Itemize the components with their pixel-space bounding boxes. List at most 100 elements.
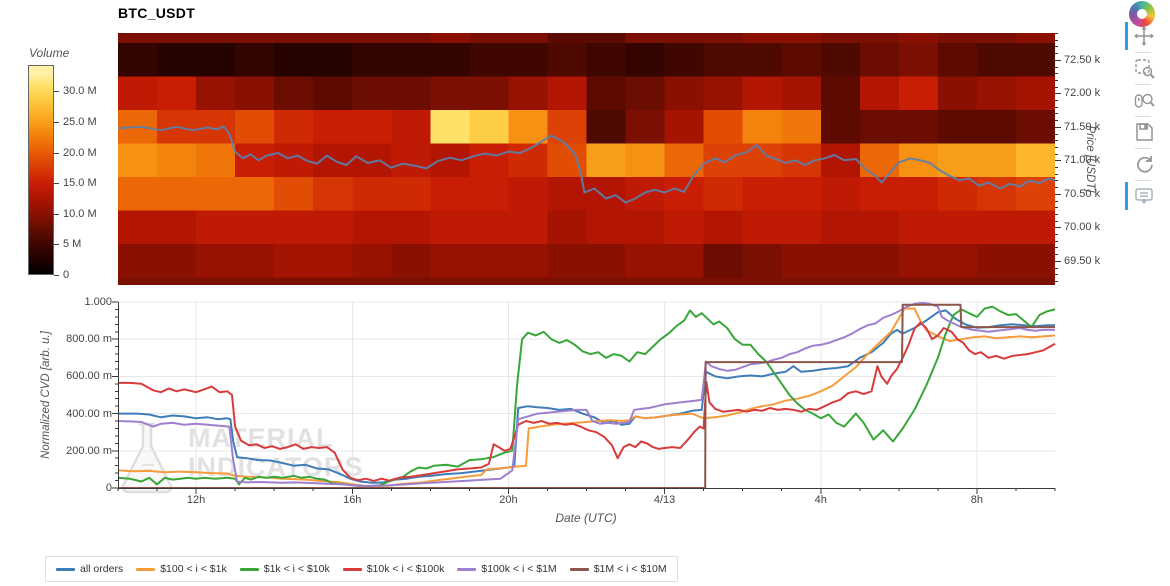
series-line-all-orders (118, 309, 1055, 484)
heatmap-cell (196, 143, 236, 178)
heatmap-cell (196, 43, 236, 77)
reset-icon (1137, 156, 1153, 173)
toolbar-separator (1135, 180, 1151, 181)
heatmap-cell (742, 76, 783, 111)
heatmap-cell (235, 143, 275, 178)
cvd-canvas[interactable] (112, 301, 1056, 494)
heatmap-cell (391, 177, 431, 212)
heatmap-cell (469, 110, 510, 144)
heatmap-cell (274, 277, 314, 286)
bokeh-logo[interactable] (1129, 1, 1155, 27)
heatmap-cell (118, 244, 158, 279)
active-tool-indicator (1125, 182, 1128, 210)
heatmap-cell (508, 244, 549, 279)
heatmap-cell (859, 33, 900, 44)
heatmap-cell (820, 143, 861, 178)
colorbar-tick-label: 0 (63, 269, 70, 281)
colorbar-tick (54, 183, 59, 185)
colorbar-tick-label: 15.0 M (63, 177, 97, 190)
cvd-line-chart[interactable] (112, 301, 1056, 494)
price-major-tick (1055, 126, 1061, 128)
pan-tool-button[interactable] (1125, 22, 1155, 50)
colorbar-tick-label: 5 M (63, 238, 82, 251)
heatmap-cell (820, 43, 861, 77)
heatmap-cell (703, 277, 744, 286)
colorbar-ticks: 30.0 M 25.0 M 20.0 M 15.0 M 10.0 M 5 M 0 (54, 65, 114, 281)
heatmap-cell (118, 143, 158, 178)
heatmap-cell (937, 277, 978, 286)
heatmap-cell (859, 76, 900, 111)
price-axis: 72.50 k 72.00 k 71.50 k 71.00 k 70.50 k 70.00… (1055, 33, 1170, 285)
legend-swatch (56, 567, 75, 571)
volume-price-heatmap[interactable] (117, 33, 1056, 286)
heatmap-cell (508, 177, 549, 212)
heatmap-cell (235, 177, 275, 212)
heatmap-cell (703, 110, 744, 144)
heatmap-cell (313, 43, 353, 77)
price-minor-tick (1055, 79, 1058, 81)
heatmap-cell (1015, 143, 1056, 178)
heatmap-cell (781, 110, 822, 144)
reset-tool-button[interactable] (1133, 153, 1155, 175)
cvd-ytick-label: 800.00 m (66, 333, 112, 346)
heatmap-cell (703, 177, 744, 212)
heatmap-cell (391, 76, 431, 111)
colorbar-tick (54, 91, 59, 93)
heatmap-canvas[interactable] (117, 33, 1056, 286)
price-major-tick (1055, 260, 1061, 262)
price-minor-tick (1055, 86, 1058, 88)
cvd-xtick-label: 4h (814, 494, 827, 506)
heatmap-cell (1015, 76, 1056, 111)
heatmap-cell (625, 33, 666, 44)
heatmap-cell (586, 244, 627, 279)
box-zoom-icon (1135, 59, 1155, 79)
heatmap-cell (1015, 210, 1056, 245)
heatmap-cell (352, 210, 392, 245)
heatmap-cell (235, 277, 275, 286)
heatmap-cell (118, 177, 158, 212)
heatmap-cell (430, 244, 470, 279)
heatmap-cell (274, 110, 314, 144)
wheel-zoom-tool-button[interactable] (1133, 89, 1155, 111)
save-tool-button[interactable] (1133, 121, 1155, 143)
heatmap-cell (118, 76, 158, 111)
heatmap-cell (508, 33, 549, 44)
heatmap-cell (586, 143, 627, 178)
price-minor-tick (1055, 100, 1058, 102)
heatmap-cell (664, 244, 705, 279)
colorbar-tick (54, 121, 59, 123)
heatmap-cell (1015, 110, 1056, 144)
box-zoom-tool-button[interactable] (1133, 57, 1155, 79)
heatmap-cell (430, 277, 470, 286)
hover-tool-button[interactable] (1125, 182, 1155, 210)
heatmap-cell (430, 177, 470, 212)
heatmap-cell (586, 210, 627, 245)
legend-swatch (457, 567, 477, 571)
heatmap-cell (391, 33, 431, 44)
heatmap-cell (586, 177, 627, 212)
heatmap-cell (742, 244, 783, 279)
heatmap-cell (274, 43, 314, 77)
heatmap-cell (976, 177, 1017, 212)
cvd-ytick-label: 400.00 m (66, 407, 112, 420)
price-minor-tick (1055, 120, 1058, 122)
heatmap-cell (781, 177, 822, 212)
heatmap-cell (898, 76, 939, 111)
heatmap-cell (508, 277, 549, 286)
heatmap-cell (976, 110, 1017, 144)
heatmap-cell (235, 43, 275, 77)
heatmap-cell (469, 33, 510, 44)
colorbar-tick (54, 152, 59, 154)
price-minor-tick (1055, 187, 1058, 189)
price-minor-tick (1055, 140, 1058, 142)
heatmap-cell (820, 210, 861, 245)
heatmap-cell (508, 76, 549, 111)
heatmap-cell (196, 244, 236, 279)
heatmap-cell (391, 244, 431, 279)
price-minor-tick (1055, 146, 1058, 148)
legend-item: $10k < i < $100k (342, 563, 444, 575)
heatmap-cell (157, 33, 197, 44)
heatmap-cell (937, 244, 978, 279)
heatmap-cell (742, 210, 783, 245)
legend-item: all orders (56, 563, 123, 575)
